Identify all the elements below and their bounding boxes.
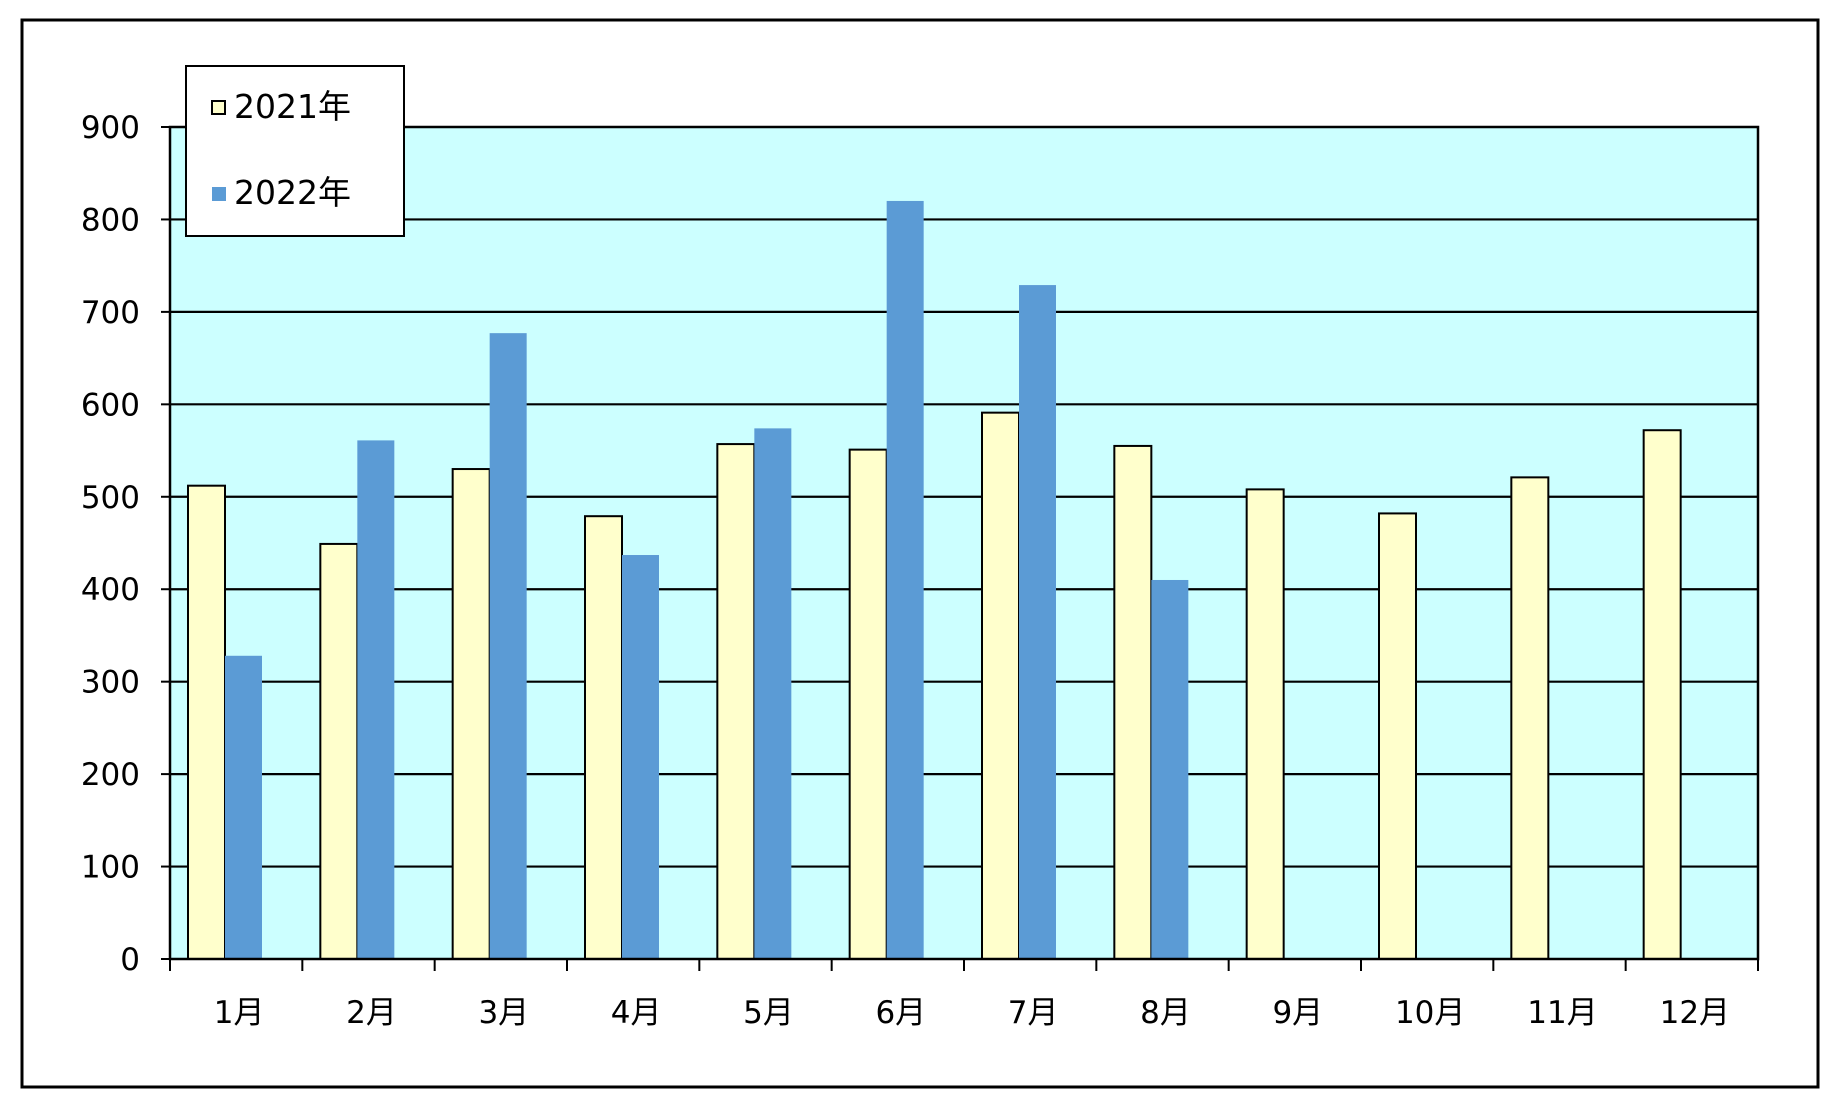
bar-2022	[489, 333, 527, 959]
x-tick-label: 5月	[743, 995, 794, 1031]
bar-2021	[981, 411, 1020, 960]
x-tick-label: 9月	[1272, 995, 1323, 1031]
x-tick-label: 12月	[1660, 995, 1730, 1031]
bar-2022	[886, 200, 924, 959]
bar-2022	[225, 655, 262, 959]
bar-2021	[451, 468, 491, 960]
bar-2021	[716, 443, 756, 960]
legend-label-2021: 2021年	[234, 87, 351, 126]
bar-2021	[319, 542, 359, 960]
y-tick-label: 200	[81, 757, 140, 793]
x-tick-label: 4月	[611, 995, 662, 1031]
x-tick-label: 10月	[1395, 995, 1465, 1031]
legend: 2021年 2022年	[185, 65, 405, 237]
legend-box	[185, 65, 405, 237]
bar-2021	[1378, 512, 1417, 960]
grid-lines	[170, 218, 1758, 868]
x-tick-label: 3月	[478, 995, 529, 1031]
bars	[187, 200, 1682, 960]
y-tick-label: 400	[81, 572, 140, 608]
x-tick-label: 11月	[1527, 995, 1597, 1031]
bar-2021	[1642, 429, 1682, 960]
bar-2022	[1151, 579, 1189, 959]
bar-2021	[584, 515, 623, 960]
bar-2021	[1245, 488, 1285, 960]
bar-2022	[754, 428, 792, 959]
x-tick-label: 6月	[875, 995, 926, 1031]
x-tick-label: 7月	[1008, 995, 1059, 1031]
bar-2021	[1510, 476, 1550, 960]
y-tick-label: 100	[81, 850, 140, 886]
y-tick-label: 300	[81, 665, 140, 701]
y-axis: 0 100 200 300 400 500 600 700 800 900	[81, 110, 170, 978]
x-tick-label: 1月	[214, 995, 265, 1031]
y-tick-label: 800	[81, 202, 140, 238]
y-tick-label: 500	[81, 480, 140, 516]
y-tick-label: 900	[81, 110, 140, 146]
y-tick-label: 600	[81, 387, 140, 423]
legend-swatch-2022	[212, 187, 226, 201]
bar-2021	[187, 484, 226, 960]
y-tick-label: 700	[81, 295, 140, 331]
bar-2021	[848, 448, 888, 960]
x-tick-label: 2月	[346, 995, 397, 1031]
y-tick-label: 0	[120, 942, 140, 978]
x-axis: 1月 2月 3月 4月 5月 6月 7月 8月 9月 10月 11月 12月	[169, 959, 1759, 1031]
x-tick-label: 8月	[1140, 995, 1191, 1031]
plot-area	[170, 127, 1758, 959]
bar-2022	[357, 440, 395, 959]
legend-swatch-2021	[211, 100, 226, 115]
bar-2021	[1113, 444, 1153, 960]
bar-2022	[1019, 285, 1056, 960]
legend-label-2022: 2022年	[234, 173, 351, 212]
bar-2022	[622, 555, 659, 959]
